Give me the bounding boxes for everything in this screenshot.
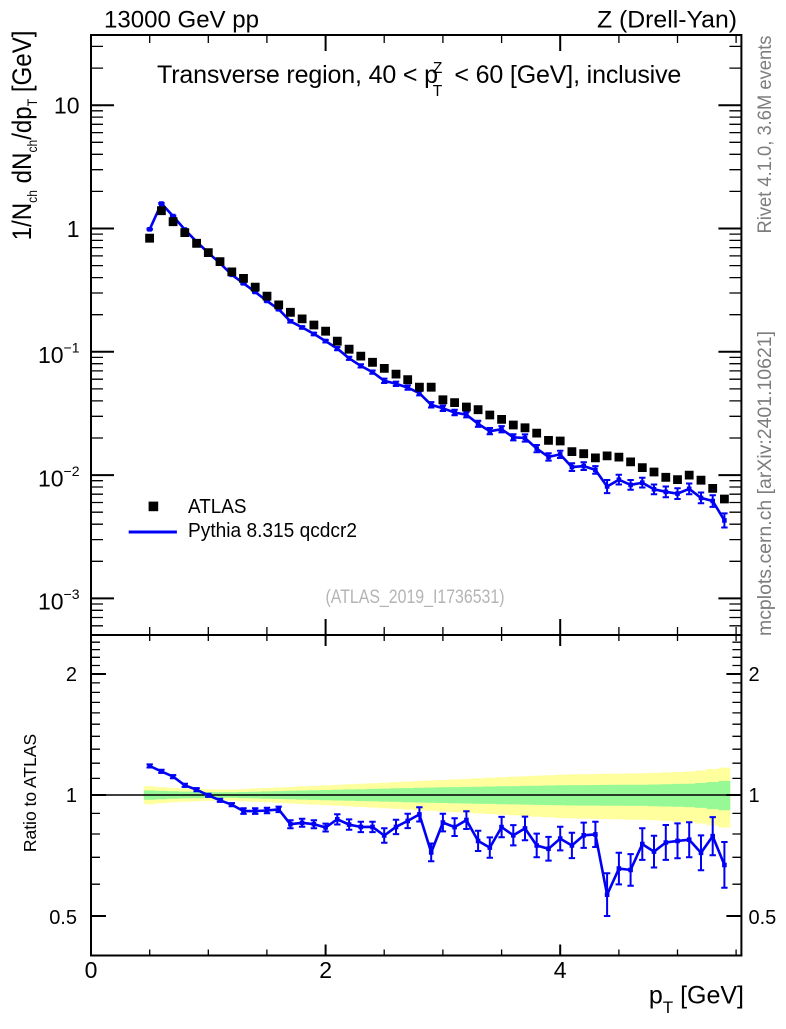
svg-text:0: 0: [85, 957, 98, 983]
svg-text:mcplots.cern.ch [arXiv:2401.10: mcplots.cern.ch [arXiv:2401.10621]: [755, 331, 776, 636]
svg-text:0.5: 0.5: [749, 907, 777, 929]
svg-text:1: 1: [66, 785, 77, 807]
svg-text:2: 2: [66, 664, 77, 686]
svg-text:2: 2: [749, 664, 760, 686]
svg-text:10−1: 10−1: [38, 340, 80, 369]
svg-text:Pythia 8.315 qcdcr2: Pythia 8.315 qcdcr2: [188, 520, 357, 542]
svg-text:4: 4: [554, 957, 567, 983]
svg-text:Rivet 4.1.0, 3.6M events: Rivet 4.1.0, 3.6M events: [755, 36, 776, 234]
svg-text:1: 1: [67, 216, 80, 242]
svg-text:pT [GeV]: pT [GeV]: [649, 982, 744, 1018]
svg-text:Ratio to ATLAS: Ratio to ATLAS: [20, 734, 40, 852]
svg-text:2: 2: [319, 957, 332, 983]
svg-text:10: 10: [54, 92, 80, 118]
svg-text:1/Nch dNch/dpT [GeV]: 1/Nch dNch/dpT [GeV]: [8, 31, 40, 241]
svg-text:ATLAS: ATLAS: [188, 496, 247, 518]
svg-text:13000 GeV pp: 13000 GeV pp: [104, 7, 259, 34]
svg-text:Z (Drell-Yan): Z (Drell-Yan): [597, 7, 737, 34]
svg-text:(ATLAS_2019_I1736531): (ATLAS_2019_I1736531): [326, 587, 505, 608]
svg-text:0.5: 0.5: [49, 907, 77, 929]
svg-text:1: 1: [749, 785, 760, 807]
